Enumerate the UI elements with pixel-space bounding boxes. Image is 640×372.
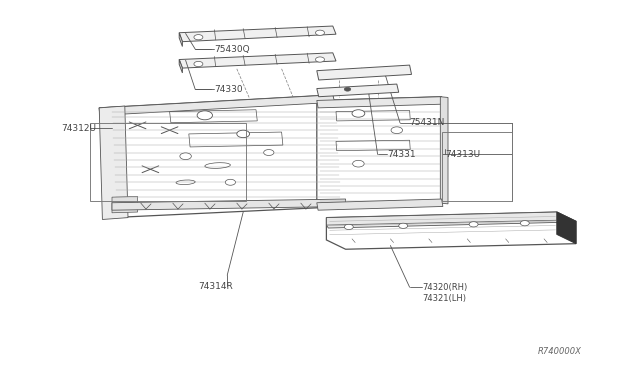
Text: 74312U: 74312U: [61, 124, 96, 133]
Text: 75430Q: 75430Q: [214, 45, 250, 54]
Circle shape: [352, 110, 365, 117]
Polygon shape: [326, 212, 576, 249]
Circle shape: [237, 130, 250, 138]
Text: 75431N: 75431N: [410, 118, 445, 127]
Circle shape: [316, 30, 324, 35]
Text: 74330: 74330: [214, 85, 243, 94]
Polygon shape: [179, 33, 182, 46]
Polygon shape: [440, 97, 448, 204]
Text: 74321(LH): 74321(LH): [422, 294, 467, 303]
Polygon shape: [99, 95, 335, 115]
Polygon shape: [317, 84, 399, 97]
Circle shape: [325, 90, 332, 94]
Circle shape: [180, 153, 191, 160]
Polygon shape: [317, 97, 442, 206]
Polygon shape: [317, 199, 443, 210]
Polygon shape: [179, 53, 336, 68]
Text: 74313U: 74313U: [445, 150, 480, 159]
Text: R740000X: R740000X: [538, 347, 582, 356]
Polygon shape: [99, 95, 346, 218]
Bar: [90, 123, 246, 201]
Text: 74314R: 74314R: [198, 282, 233, 291]
Circle shape: [391, 127, 403, 134]
Circle shape: [225, 179, 236, 185]
Polygon shape: [317, 97, 443, 108]
Polygon shape: [557, 212, 576, 244]
Polygon shape: [179, 26, 336, 42]
Circle shape: [383, 87, 389, 91]
Polygon shape: [326, 212, 576, 228]
Circle shape: [194, 61, 203, 67]
Polygon shape: [317, 65, 412, 80]
Circle shape: [469, 222, 478, 227]
Polygon shape: [112, 199, 346, 210]
Bar: [442, 132, 512, 201]
Circle shape: [264, 150, 274, 155]
Polygon shape: [112, 196, 138, 213]
Circle shape: [344, 224, 353, 230]
Text: 74331: 74331: [387, 150, 416, 159]
Circle shape: [197, 111, 212, 120]
Circle shape: [316, 57, 324, 62]
Polygon shape: [179, 60, 182, 73]
Polygon shape: [99, 106, 128, 219]
Text: 74320(RH): 74320(RH): [422, 283, 468, 292]
Circle shape: [326, 72, 333, 77]
Circle shape: [393, 68, 401, 73]
Circle shape: [520, 221, 529, 226]
Circle shape: [353, 160, 364, 167]
Circle shape: [344, 87, 351, 91]
Circle shape: [399, 223, 408, 228]
Circle shape: [194, 35, 203, 40]
